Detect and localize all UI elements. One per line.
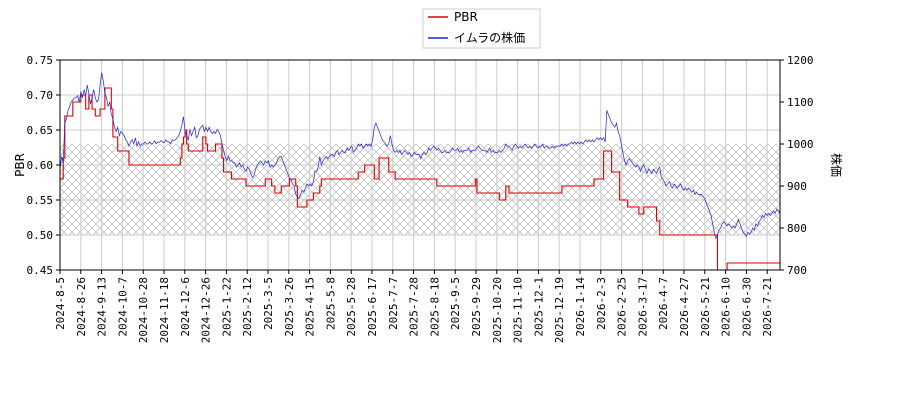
right-tick-label: 800 xyxy=(787,222,807,235)
x-tick-label: 2024-11-18 xyxy=(158,277,171,343)
x-tick-label: 2024-8-26 xyxy=(75,277,88,337)
pbr-series-line xyxy=(60,87,780,270)
right-axis-label: 株価 xyxy=(829,153,844,177)
x-tick-label: 2025-1-22 xyxy=(220,277,233,337)
left-tick-label: 0.45 xyxy=(27,264,54,277)
x-tick-label: 2026-4-27 xyxy=(678,277,691,337)
x-tick-label: 2025-8-18 xyxy=(428,277,441,337)
shaded-band xyxy=(60,144,780,235)
x-tick-label: 2025-4-15 xyxy=(304,277,317,337)
x-tick-label: 2025-9-29 xyxy=(470,277,483,337)
x-tick-label: 2026-2-25 xyxy=(616,277,629,337)
legend-box xyxy=(422,8,541,49)
left-tick-label: 0.60 xyxy=(27,159,54,172)
right-tick-label: 1100 xyxy=(787,96,814,109)
x-tick-label: 2026-7-21 xyxy=(761,277,774,337)
x-tick-label: 2025-5-8 xyxy=(324,277,337,330)
legend: PBR イムラの株価 xyxy=(422,8,541,49)
right-tick-label: 900 xyxy=(787,180,807,193)
x-tick-label: 2024-12-26 xyxy=(200,277,213,343)
x-tick-label: 2025-11-10 xyxy=(512,277,525,343)
x-tick-label: 2025-10-20 xyxy=(491,277,504,343)
x-tick-label: 2025-9-5 xyxy=(449,277,462,330)
price-series-line xyxy=(60,72,780,240)
x-tick-label: 2024-9-13 xyxy=(96,277,109,337)
x-tick-label: 2024-12-6 xyxy=(179,277,192,337)
x-tick-label: 2026-2-3 xyxy=(595,277,608,330)
left-axis-label: PBR xyxy=(13,153,27,177)
series-group xyxy=(60,72,780,270)
x-tick-label: 2025-12-1 xyxy=(532,277,545,337)
x-tick-label: 2025-6-17 xyxy=(366,277,379,337)
left-axis: 0.45 0.50 0.55 0.60 0.65 0.70 0.75 xyxy=(27,54,60,277)
x-tick-label: 2025-3-26 xyxy=(283,277,296,337)
x-tick-label: 2026-6-10 xyxy=(720,277,733,337)
right-tick-label: 1200 xyxy=(787,54,814,67)
left-tick-label: 0.70 xyxy=(27,89,54,102)
x-tick-label: 2024-10-28 xyxy=(137,277,150,343)
x-tick-label: 2026-4-7 xyxy=(657,277,670,330)
right-axis: 700 800 900 1000 1100 1200 xyxy=(780,54,814,277)
x-tick-label: 2026-6-30 xyxy=(740,277,753,337)
x-tick-label: 2025-7-7 xyxy=(387,277,400,330)
x-tick-label: 2026-5-21 xyxy=(699,277,712,337)
left-tick-label: 0.75 xyxy=(27,54,54,67)
left-tick-label: 0.55 xyxy=(27,194,54,207)
right-tick-label: 1000 xyxy=(787,138,814,151)
left-tick-label: 0.50 xyxy=(27,229,54,242)
x-tick-label: 2025-2-12 xyxy=(241,277,254,337)
x-tick-label: 2025-7-28 xyxy=(408,277,421,337)
legend-label-price: イムラの株価 xyxy=(454,30,525,45)
x-tick-label: 2025-12-19 xyxy=(553,277,566,343)
x-axis: 2024-8-5 2024-8-26 2024-9-13 2024-10-7 2024-… xyxy=(54,270,774,343)
x-tick-label: 2024-10-7 xyxy=(116,277,129,337)
x-tick-label: 2026-3-17 xyxy=(636,277,649,337)
x-tick-label: 2024-8-5 xyxy=(54,277,67,330)
legend-label-pbr: PBR xyxy=(454,10,478,24)
x-tick-label: 2025-5-28 xyxy=(345,277,358,337)
right-tick-label: 700 xyxy=(787,264,807,277)
left-tick-label: 0.65 xyxy=(27,124,54,137)
x-tick-label: 2025-3-5 xyxy=(262,277,275,330)
x-tick-label: 2026-1-14 xyxy=(574,277,587,337)
